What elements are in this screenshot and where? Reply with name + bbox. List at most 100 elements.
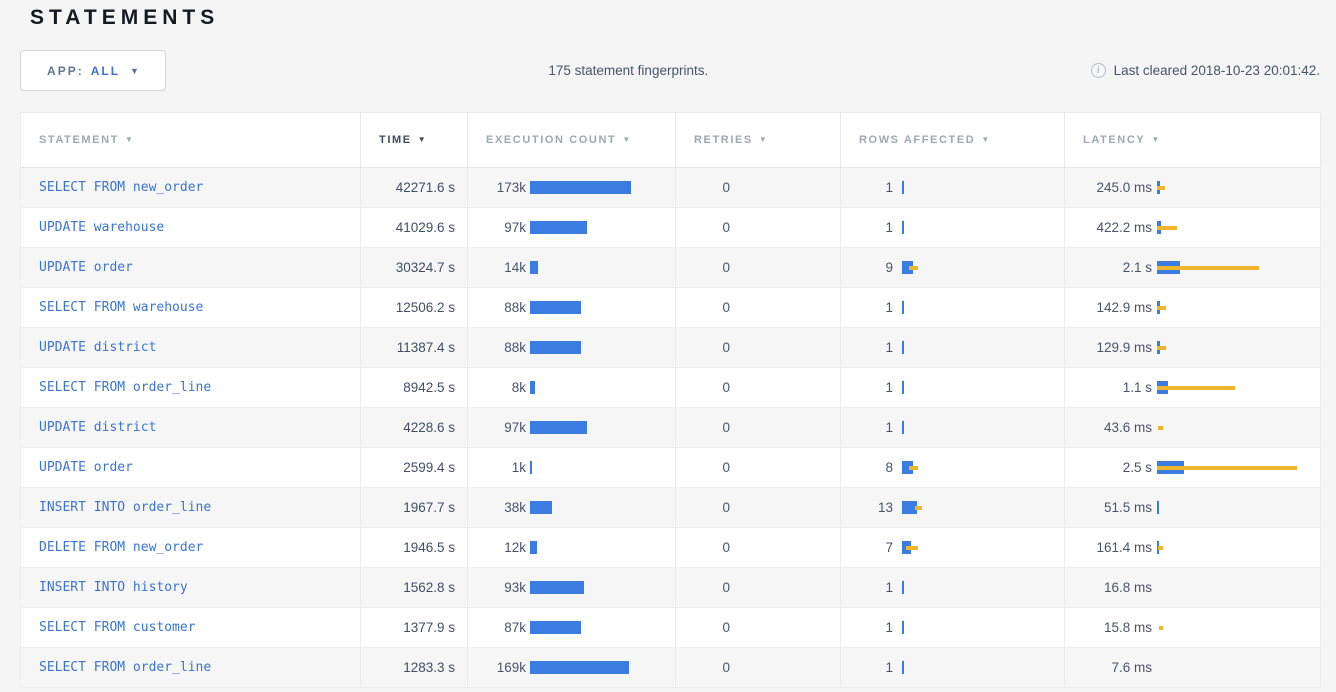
time-cell: 11387.4 s — [361, 328, 468, 367]
rows-affected-value: 1 — [885, 180, 893, 195]
retries-cell: 0 — [676, 488, 841, 527]
rows-affected — [902, 541, 1064, 554]
execution-count-bar — [530, 301, 581, 314]
latency — [1157, 581, 1320, 594]
statement-link[interactable]: SELECT FROM customer — [39, 620, 196, 635]
latency — [1157, 661, 1320, 674]
rows-affected-value: 1 — [885, 300, 893, 315]
rows-affected-mean-bar — [902, 301, 904, 314]
time-cell: 1377.9 s — [361, 608, 468, 647]
execution-count-bar — [530, 421, 587, 434]
latency-value: 245.0 ms — [1096, 180, 1152, 195]
execution-count-cell: 88k — [468, 328, 676, 367]
execution-count-cell: 93k — [468, 568, 676, 607]
retries-value: 0 — [722, 420, 730, 435]
column-header-label: RETRIES — [694, 134, 753, 146]
statement-link[interactable]: DELETE FROM new_order — [39, 540, 204, 555]
latency-value: 15.8 ms — [1103, 620, 1152, 635]
time-cell: 30324.7 s — [361, 248, 468, 287]
execution-count-cell: 97k — [468, 408, 676, 447]
execution-count-value: 173k — [496, 180, 526, 195]
retries-cell: 0 — [676, 208, 841, 247]
latency-dev-bar — [1157, 466, 1297, 470]
execution-count-value: 38k — [504, 500, 526, 515]
time-cell: 1946.5 s — [361, 528, 468, 567]
table-row: UPDATE order 30324.7 s 14k 0 9 2.1 s — [21, 248, 1321, 288]
latency — [1157, 381, 1320, 394]
statement-link[interactable]: UPDATE warehouse — [39, 220, 165, 235]
table-body: SELECT FROM new_order 42271.6 s 173k 0 1 245.… — [21, 168, 1321, 688]
rows-affected-mean-bar — [902, 221, 904, 234]
rows-affected-value: 1 — [885, 220, 893, 235]
statement-link[interactable]: UPDATE order — [39, 260, 133, 275]
time-cell: 41029.6 s — [361, 208, 468, 247]
latency-value: 16.8 ms — [1103, 580, 1152, 595]
rows-affected-cell: 1 — [841, 608, 1065, 647]
statement-link[interactable]: INSERT INTO history — [39, 580, 188, 595]
rows-affected — [902, 421, 1064, 434]
statement-cell: SELECT FROM order_line — [21, 648, 361, 687]
rows-affected-cell: 8 — [841, 448, 1065, 487]
statement-cell: SELECT FROM order_line — [21, 368, 361, 407]
latency — [1157, 181, 1320, 194]
rows-affected-mean-bar — [902, 621, 904, 634]
rows-affected-dev-bar — [915, 505, 922, 510]
latency-cell: 2.5 s — [1065, 448, 1321, 487]
column-header-label: TIME — [379, 134, 412, 146]
statement-link[interactable]: SELECT FROM order_line — [39, 380, 212, 395]
execution-count-value: 97k — [504, 220, 526, 235]
execution-count-bar — [530, 581, 584, 594]
retries-value: 0 — [722, 540, 730, 555]
column-header-rows-affected[interactable]: ROWS AFFECTED ▼ — [841, 113, 1065, 167]
rows-affected-cell: 1 — [841, 208, 1065, 247]
chevron-down-icon: ▼ — [130, 65, 139, 76]
rows-affected-value: 1 — [885, 420, 893, 435]
statement-link[interactable]: INSERT INTO order_line — [39, 500, 212, 515]
time-cell: 2599.4 s — [361, 448, 468, 487]
execution-count-bar — [530, 541, 537, 554]
latency-cell: 7.6 ms — [1065, 648, 1321, 687]
app-filter-dropdown[interactable]: APP: ALL ▼ — [20, 50, 166, 91]
latency — [1157, 461, 1320, 474]
statement-link[interactable]: SELECT FROM new_order — [39, 180, 204, 195]
column-header-execution-count[interactable]: EXECUTION COUNT ▼ — [468, 113, 676, 167]
latency — [1157, 221, 1320, 234]
latency-dev-bar — [1157, 346, 1166, 350]
statement-link[interactable]: UPDATE order — [39, 460, 133, 475]
rows-affected — [902, 621, 1064, 634]
latency-dev-bar — [1157, 186, 1165, 190]
table-row: INSERT INTO order_line 1967.7 s 38k 0 13 51.5… — [21, 488, 1321, 528]
latency-cell: 15.8 ms — [1065, 608, 1321, 647]
latency-cell: 43.6 ms — [1065, 408, 1321, 447]
retries-cell: 0 — [676, 168, 841, 207]
info-icon[interactable]: i — [1090, 63, 1106, 78]
execution-count-value: 93k — [504, 580, 526, 595]
statement-link[interactable]: SELECT FROM order_line — [39, 660, 212, 675]
table-row: SELECT FROM customer 1377.9 s 87k 0 1 15.8 ms — [21, 608, 1321, 648]
rows-affected-cell: 1 — [841, 408, 1065, 447]
column-header-time[interactable]: TIME ▼ — [361, 113, 468, 167]
rows-affected — [902, 581, 1064, 594]
table-row: UPDATE district 4228.6 s 97k 0 1 43.6 ms — [21, 408, 1321, 448]
column-header-retries[interactable]: RETRIES ▼ — [676, 113, 841, 167]
column-header-label: STATEMENT — [39, 134, 119, 146]
rows-affected-cell: 7 — [841, 528, 1065, 567]
table-row: SELECT FROM warehouse 12506.2 s 88k 0 1 142.9… — [21, 288, 1321, 328]
retries-value: 0 — [722, 300, 730, 315]
rows-affected — [902, 661, 1064, 674]
statement-cell: SELECT FROM customer — [21, 608, 361, 647]
retries-value: 0 — [722, 460, 730, 475]
statement-link[interactable]: UPDATE district — [39, 420, 157, 435]
rows-affected-value: 1 — [885, 620, 893, 635]
rows-affected — [902, 341, 1064, 354]
execution-count-cell: 97k — [468, 208, 676, 247]
latency-cell: 16.8 ms — [1065, 568, 1321, 607]
statement-link[interactable]: UPDATE district — [39, 340, 157, 355]
retries-value: 0 — [722, 260, 730, 275]
sort-desc-icon: ▼ — [758, 134, 769, 144]
execution-count-cell: 87k — [468, 608, 676, 647]
column-header-latency[interactable]: LATENCY ▼ — [1065, 113, 1321, 167]
statement-link[interactable]: SELECT FROM warehouse — [39, 300, 204, 315]
rows-affected-mean-bar — [902, 381, 904, 394]
column-header-statement[interactable]: STATEMENT ▼ — [21, 113, 361, 167]
